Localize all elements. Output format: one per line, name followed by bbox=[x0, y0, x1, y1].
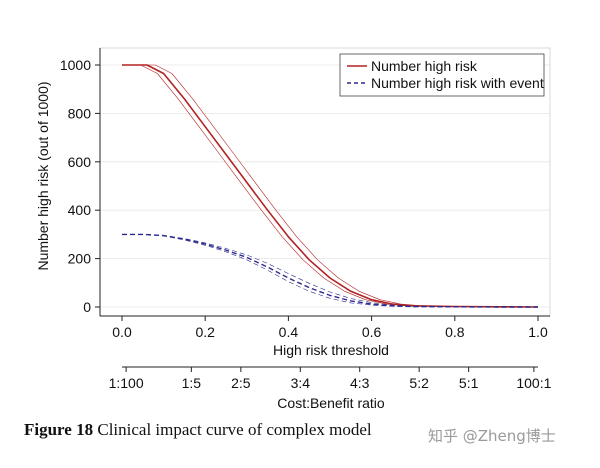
y-tick-label-1: 200 bbox=[68, 251, 92, 267]
y-tick-label-4: 800 bbox=[68, 105, 92, 121]
legend-label-1: Number high risk with event bbox=[371, 75, 544, 91]
x-tick-label-5: 1.0 bbox=[528, 324, 548, 340]
y-axis-label: Number high risk (out of 1000) bbox=[35, 81, 51, 270]
secondary-tick-label-7: 100:1 bbox=[516, 375, 551, 391]
secondary-tick-label-3: 3:4 bbox=[291, 375, 311, 391]
figure-label: Figure 18 bbox=[24, 420, 94, 439]
legend-box bbox=[339, 53, 545, 97]
series-line-4 bbox=[122, 234, 538, 308]
x-axis-label: High risk threshold bbox=[273, 342, 389, 358]
caption-text: Clinical impact curve of complex model bbox=[93, 420, 372, 439]
y-tick-label-0: 0 bbox=[83, 299, 91, 315]
secondary-axis-label: Cost:Benefit ratio bbox=[277, 395, 385, 411]
series-line-3 bbox=[122, 233, 538, 308]
x-tick-label-3: 0.6 bbox=[362, 324, 382, 340]
secondary-tick-label-0: 1:100 bbox=[109, 375, 144, 391]
secondary-tick-label-1: 1:5 bbox=[182, 375, 202, 391]
series-line-5 bbox=[122, 234, 538, 308]
x-tick-label-2: 0.4 bbox=[279, 324, 299, 340]
secondary-tick-label-4: 4:3 bbox=[350, 375, 370, 391]
x-tick-label-1: 0.2 bbox=[195, 324, 215, 340]
secondary-tick-label-6: 5:1 bbox=[459, 375, 479, 391]
legend-label-0: Number high risk bbox=[371, 58, 478, 74]
axes: 0 200 400 600 800 1000 0.0 0.2 0.4 0.6 0.8 1.0 1:100… bbox=[60, 48, 552, 391]
watermark: 知乎 @Zheng博士 bbox=[428, 427, 556, 445]
series-group bbox=[122, 64, 539, 308]
secondary-tick-label-5: 5:2 bbox=[409, 375, 429, 391]
y-tick-label-5: 1000 bbox=[60, 57, 91, 73]
y-tick-label-3: 600 bbox=[68, 154, 92, 170]
x-tick-label-0: 0.0 bbox=[112, 324, 132, 340]
figure-caption: Figure 18 Clinical impact curve of compl… bbox=[24, 420, 584, 440]
x-tick-label-4: 0.8 bbox=[445, 324, 465, 340]
grid bbox=[100, 64, 550, 308]
y-tick-label-2: 400 bbox=[68, 202, 92, 218]
series-line-1 bbox=[122, 64, 539, 308]
secondary-tick-label-2: 2:5 bbox=[231, 375, 251, 391]
